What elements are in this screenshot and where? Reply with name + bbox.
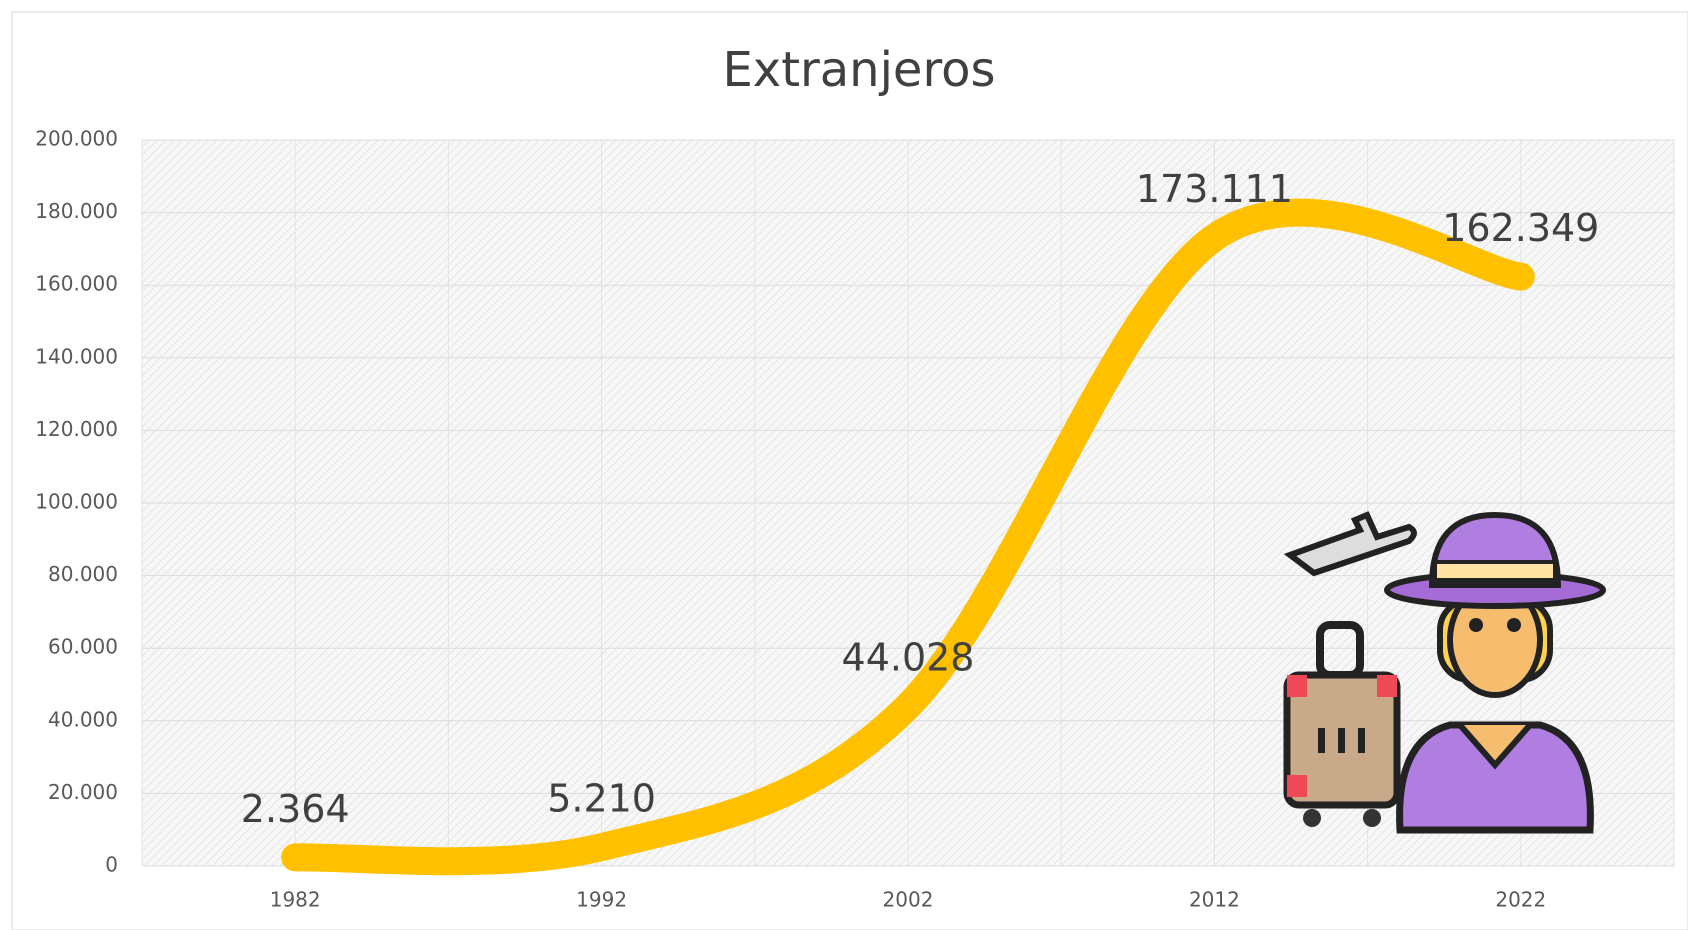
y-tick-label: 120.000 (35, 417, 118, 441)
data-label: 162.349 (1442, 206, 1599, 250)
x-tick-label: 2022 (1495, 888, 1546, 912)
data-line (281, 198, 1535, 876)
y-tick-label: 140.000 (35, 344, 118, 368)
x-tick-label: 2012 (1189, 888, 1240, 912)
y-tick-label: 160.000 (35, 272, 118, 296)
y-tick-label: 100.000 (35, 490, 118, 514)
chart-title: Extranjeros (722, 42, 995, 98)
y-tick-label: 20.000 (48, 780, 118, 804)
data-label: 44.028 (842, 636, 975, 680)
y-tick-label: 40.000 (48, 707, 118, 731)
x-tick-label: 1992 (576, 888, 627, 912)
data-label: 2.364 (241, 787, 350, 831)
y-tick-label: 0 (105, 853, 118, 877)
data-label: 5.210 (547, 777, 656, 821)
data-label: 173.111 (1136, 167, 1293, 211)
x-tick-label: 1982 (270, 888, 321, 912)
y-tick-label: 180.000 (35, 199, 118, 223)
x-tick-label: 2002 (883, 888, 934, 912)
y-tick-label: 80.000 (48, 562, 118, 586)
traveler-icon (1283, 511, 1606, 834)
y-tick-label: 200.000 (35, 127, 118, 151)
y-tick-label: 60.000 (48, 635, 118, 659)
